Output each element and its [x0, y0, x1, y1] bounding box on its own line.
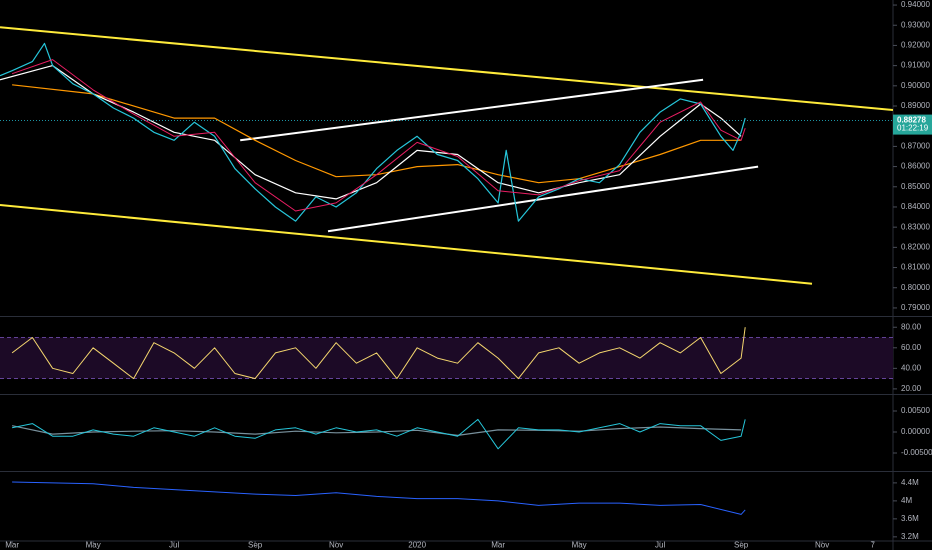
y-tick-label: 0.90000	[901, 81, 930, 90]
series-line	[0, 65, 742, 200]
pane	[0, 327, 893, 380]
series-line	[11, 59, 746, 212]
y-tick-label: 3.2M	[901, 532, 919, 541]
y-tick-label: 20.00	[901, 384, 922, 393]
y-tick-label: 0.82000	[901, 242, 930, 251]
y-tick-label: 0.93000	[901, 20, 930, 29]
series-line	[240, 78, 704, 142]
x-tick-label: Mar	[491, 541, 505, 550]
series-line	[0, 204, 813, 285]
series-line	[327, 165, 759, 233]
series-line	[12, 481, 746, 515]
x-tick-label: Sep	[248, 541, 263, 550]
series-line	[11, 327, 746, 380]
pane	[0, 26, 893, 285]
y-tick-label: 4M	[901, 496, 912, 505]
y-tick-label: 0.00000	[901, 427, 930, 436]
series-line	[0, 26, 893, 111]
x-tick-label: 2020	[408, 541, 426, 550]
x-tick-label: Mar	[5, 541, 19, 550]
pane	[11, 418, 746, 450]
y-tick-label: 0.84000	[901, 202, 930, 211]
y-tick-label: 80.00	[901, 322, 922, 331]
y-tick-label: 0.91000	[901, 61, 930, 70]
series-line	[11, 418, 746, 450]
y-tick-label: -0.00500	[901, 448, 932, 457]
y-tick-label: 0.00500	[901, 406, 930, 415]
y-tick-label: 0.80000	[901, 283, 930, 292]
last-price-label: 0.88278	[897, 116, 926, 125]
y-tick-label: 0.94000	[901, 0, 930, 9]
y-tick-label: 0.81000	[901, 263, 930, 272]
y-tick-label: 0.83000	[901, 222, 930, 231]
y-tick-label: 0.92000	[901, 41, 930, 50]
x-tick-label: Sep	[734, 541, 749, 550]
y-tick-label: 60.00	[901, 343, 922, 352]
y-tick-label: 0.85000	[901, 182, 930, 191]
series-line	[11, 425, 742, 436]
y-tick-label: 3.6M	[901, 514, 919, 523]
y-tick-label: 4.4M	[901, 478, 919, 487]
x-tick-label: May	[86, 541, 101, 550]
y-tick-label: 40.00	[901, 363, 922, 372]
rsi-band	[0, 337, 893, 379]
y-tick-label: 0.89000	[901, 101, 930, 110]
last-price-box	[893, 114, 932, 135]
countdown-label: 01:22:19	[897, 124, 929, 133]
x-tick-label: Jul	[655, 541, 665, 550]
x-tick-label: 7	[871, 541, 876, 550]
y-tick-label: 0.87000	[901, 142, 930, 151]
x-tick-label: Jul	[169, 541, 179, 550]
y-tick-label: 0.86000	[901, 162, 930, 171]
series-line	[0, 42, 746, 222]
pane	[12, 481, 746, 515]
x-tick-label: Nov	[815, 541, 829, 550]
x-tick-label: May	[572, 541, 587, 550]
x-tick-label: Nov	[329, 541, 343, 550]
y-tick-label: 0.79000	[901, 303, 930, 312]
